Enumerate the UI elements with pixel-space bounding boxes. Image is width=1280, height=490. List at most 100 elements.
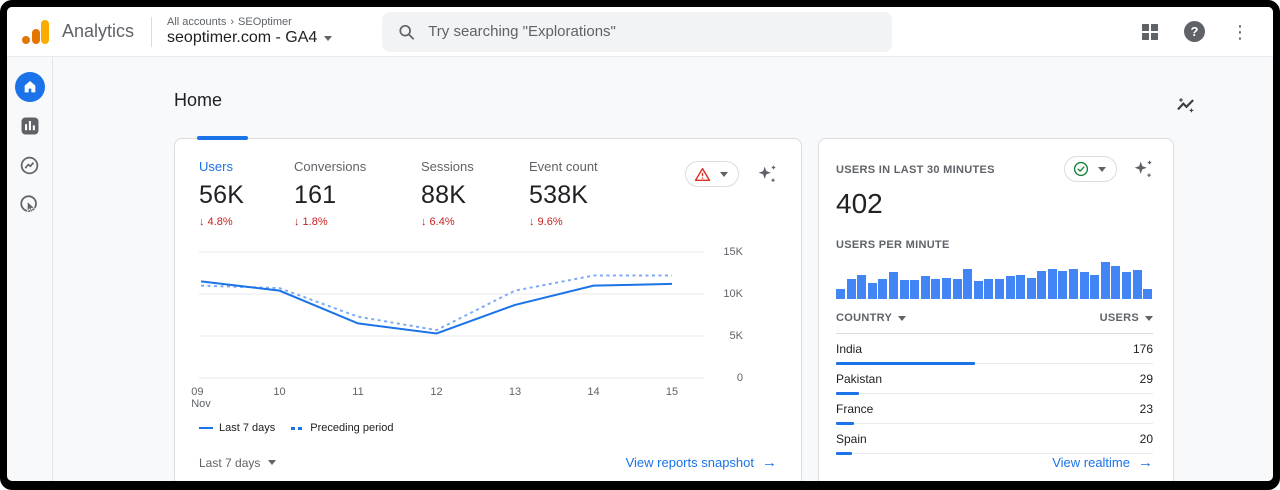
legend-preceding-period: Preceding period: [291, 422, 393, 434]
metric-tab-sessions[interactable]: Sessions 88K ↓ 6.4%: [421, 159, 474, 228]
x-tick-label: 14: [587, 386, 600, 398]
caret-down-icon: [898, 315, 907, 321]
metric-tab-users[interactable]: Users 56K ↓ 4.8%: [199, 159, 245, 228]
country-name: France: [836, 402, 874, 416]
realtime-title: USERS IN LAST 30 MINUTES: [836, 164, 995, 176]
search-input[interactable]: [428, 23, 877, 40]
bar-chart-icon: [21, 117, 38, 135]
warning-triangle-icon: [694, 167, 711, 181]
caret-down-icon: [268, 460, 277, 465]
minute-bar: [1079, 272, 1089, 299]
active-tab-indicator: [197, 136, 248, 140]
table-row-france: France 23: [836, 394, 1153, 425]
minute-bar: [941, 278, 951, 299]
overview-card: Users 56K ↓ 4.8% Conversions 161 ↓ 1.8% Sessio…: [174, 136, 802, 481]
breadcrumb-account: All accounts: [167, 16, 227, 28]
realtime-card: USERS IN LAST 30 MINUTES: [818, 138, 1174, 481]
sparkle-icon: [758, 165, 776, 182]
country-table-header: COUNTRY USERS: [836, 312, 1153, 334]
home-icon: [24, 81, 35, 93]
product-name: Analytics: [62, 21, 135, 41]
x-tick-label: 13: [508, 386, 522, 398]
minute-bar: [931, 279, 941, 299]
country-progress-bar: [836, 452, 852, 455]
data-quality-button-realtime[interactable]: [1064, 156, 1117, 182]
metric-tab-event-count[interactable]: Event count 538K ↓ 9.6%: [529, 159, 598, 228]
check-circle-icon: [1073, 161, 1089, 177]
minute-bar: [857, 275, 867, 299]
help-icon[interactable]: ?: [1184, 21, 1205, 42]
diagnostics-grid-icon[interactable]: [1142, 23, 1158, 40]
breadcrumb: All accounts › SEOptimer: [167, 16, 332, 28]
data-quality-button[interactable]: [685, 161, 739, 187]
table-row-pakistan: Pakistan 29: [836, 364, 1153, 395]
country-name: Pakistan: [836, 372, 883, 386]
table-row-spain: Spain 20: [836, 424, 1153, 455]
minute-bar: [867, 283, 877, 299]
minute-bar: [1090, 275, 1100, 299]
minute-bar: [878, 279, 888, 299]
sidebar-item-reports[interactable]: [15, 111, 45, 141]
y-tick-label: 5K: [729, 330, 743, 342]
caret-down-icon: [324, 35, 333, 41]
country-users: 29: [1139, 372, 1153, 386]
insights-icon[interactable]: [1175, 95, 1197, 115]
x-tick-label: 09 Nov: [191, 386, 211, 410]
solid-line-swatch: [199, 427, 213, 429]
more-options-icon[interactable]: ⋮: [1231, 21, 1249, 42]
users-per-minute-bars: [836, 260, 1153, 299]
sidebar-item-home[interactable]: [14, 72, 45, 102]
minute-bar: [1100, 262, 1110, 299]
caret-down-icon: [1145, 315, 1153, 321]
y-tick-label: 0: [736, 372, 743, 384]
country-table-body: India 176 Pakistan 29 France 23 Spain 20: [836, 334, 1153, 455]
advertising-icon: [20, 194, 37, 213]
insights-sparkle-button-realtime[interactable]: [1132, 159, 1153, 180]
country-progress-bar: [836, 362, 976, 365]
sidebar-item-advertising[interactable]: [15, 189, 45, 219]
search-bar[interactable]: [382, 11, 893, 52]
arrow-right-icon: →: [762, 454, 777, 471]
insights-sparkle-button[interactable]: [756, 164, 777, 185]
minute-bar: [1069, 269, 1079, 299]
account-property-switcher[interactable]: All accounts › SEOptimer seoptimer.com -…: [167, 16, 333, 47]
x-tick-label: 11: [352, 386, 364, 398]
country-name: India: [836, 342, 863, 356]
y-axis-labels: 15K 10K 5K 0: [713, 244, 743, 384]
main-content: Home Users 56K ↓ 4.8% Conversions 161 ↓ 1.8% S…: [53, 57, 1273, 481]
country-users: 20: [1139, 432, 1153, 446]
minute-bar: [910, 280, 920, 299]
y-tick-label: 10K: [723, 288, 743, 300]
line-chart-canvas: [199, 251, 704, 379]
minute-bar: [836, 289, 845, 299]
divider: [151, 16, 153, 47]
metric-tab-conversions[interactable]: Conversions 161 ↓ 1.8%: [294, 159, 367, 228]
minute-bar: [1111, 266, 1121, 299]
users-column-sort[interactable]: USERS: [1100, 312, 1153, 324]
page-title: Home: [174, 90, 223, 110]
arrow-right-icon: →: [1138, 454, 1153, 471]
x-tick-label: 10: [273, 386, 286, 398]
metric-tabs: Users 56K ↓ 4.8% Conversions 161 ↓ 1.8% Sessio…: [199, 159, 777, 228]
minute-bar: [1143, 289, 1153, 299]
sidebar-item-explore[interactable]: [15, 150, 45, 180]
caret-down-icon: [1098, 166, 1106, 172]
x-axis-labels: 09 Nov 10 11 12 13 14 15: [191, 386, 707, 414]
minute-bar: [1037, 271, 1047, 299]
chevron-right-icon: ›: [230, 16, 235, 28]
caret-down-icon: [720, 171, 728, 177]
minute-bar: [952, 279, 962, 299]
minute-bar: [899, 280, 909, 299]
view-reports-snapshot-link[interactable]: View reports snapshot →: [625, 454, 777, 471]
minute-bar: [963, 269, 973, 299]
search-icon: [399, 24, 415, 40]
country-column-sort[interactable]: COUNTRY: [836, 312, 907, 324]
minute-bar: [1058, 271, 1068, 299]
dashed-line-swatch: [291, 426, 305, 430]
breadcrumb-property: SEOptimer: [238, 16, 292, 28]
minute-bar: [973, 281, 983, 299]
view-realtime-link[interactable]: View realtime →: [1052, 454, 1153, 471]
trend-chart: 15K 10K 5K 0 09 Nov 10 11 12 13 14 15: [191, 244, 777, 414]
date-range-dropdown[interactable]: Last 7 days: [199, 456, 277, 470]
